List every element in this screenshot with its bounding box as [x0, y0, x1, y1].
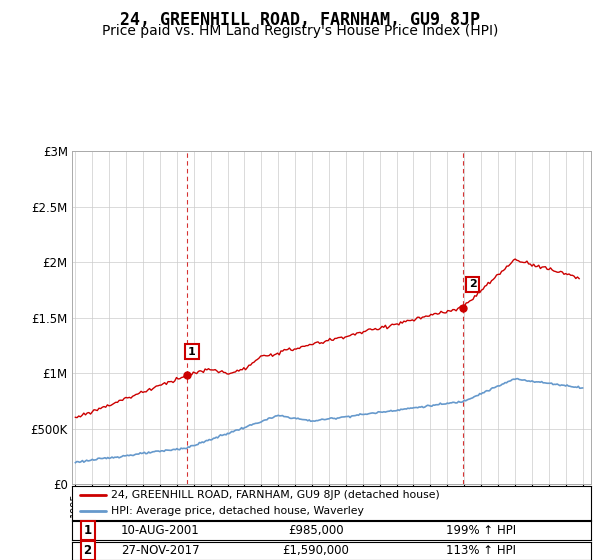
Text: 10-AUG-2001: 10-AUG-2001	[121, 524, 200, 537]
Text: Price paid vs. HM Land Registry's House Price Index (HPI): Price paid vs. HM Land Registry's House …	[102, 24, 498, 38]
Text: 2: 2	[83, 544, 92, 557]
Text: 1: 1	[83, 524, 92, 537]
Text: 27-NOV-2017: 27-NOV-2017	[121, 544, 200, 557]
Text: 113% ↑ HPI: 113% ↑ HPI	[446, 544, 515, 557]
Text: HPI: Average price, detached house, Waverley: HPI: Average price, detached house, Wave…	[111, 506, 364, 516]
Text: 1: 1	[188, 347, 196, 357]
Text: £1,590,000: £1,590,000	[283, 544, 349, 557]
Text: £985,000: £985,000	[288, 524, 344, 537]
Text: 2: 2	[469, 279, 476, 290]
Text: 24, GREENHILL ROAD, FARNHAM, GU9 8JP: 24, GREENHILL ROAD, FARNHAM, GU9 8JP	[120, 11, 480, 29]
Text: 24, GREENHILL ROAD, FARNHAM, GU9 8JP (detached house): 24, GREENHILL ROAD, FARNHAM, GU9 8JP (de…	[111, 490, 440, 500]
Text: 199% ↑ HPI: 199% ↑ HPI	[446, 524, 516, 537]
